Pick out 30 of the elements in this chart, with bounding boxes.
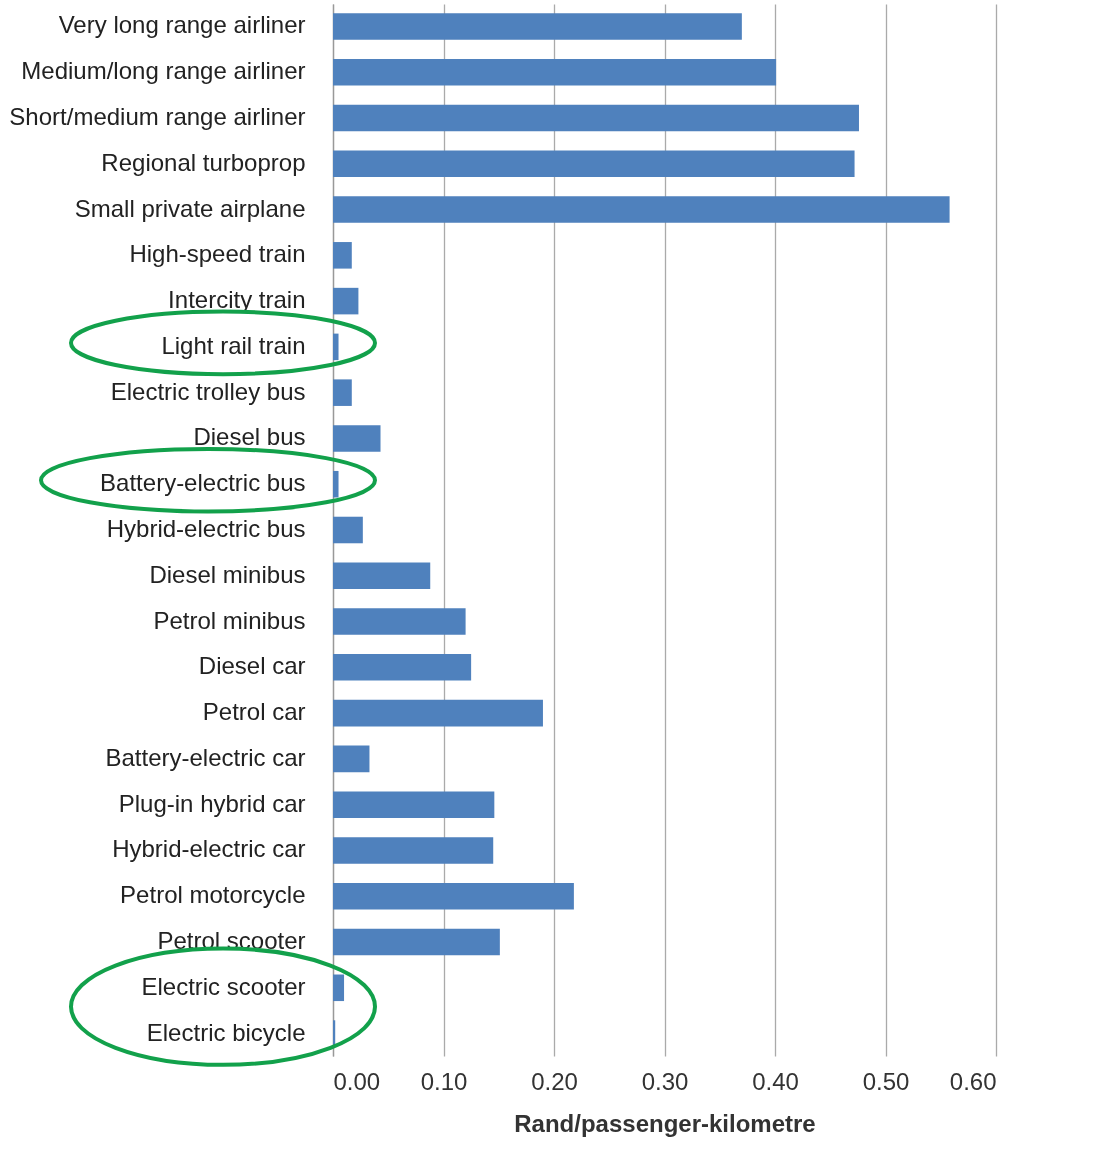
x-tick-label: 0.30 bbox=[641, 1067, 689, 1095]
y-tick-label: Petrol minibus bbox=[153, 606, 306, 634]
y-tick-label: Regional turboprop bbox=[101, 148, 306, 176]
y-tick-label: Petrol car bbox=[202, 698, 306, 726]
x-axis-title: Rand/passenger-kilometre bbox=[514, 1109, 816, 1137]
x-tick-label: 0.50 bbox=[862, 1067, 910, 1095]
y-tick-label: Petrol motorcycle bbox=[120, 881, 306, 909]
y-tick-label: Hybrid-electric car bbox=[112, 835, 306, 863]
y-tick-label: Intercity train bbox=[168, 286, 306, 314]
y-tick-label: Light rail train bbox=[161, 331, 306, 359]
y-tick-label: Battery-electric car bbox=[105, 743, 306, 771]
y-tick-label: Very long range airliner bbox=[58, 11, 306, 39]
x-tick-label: 0.10 bbox=[420, 1067, 468, 1095]
y-tick-label: Diesel minibus bbox=[149, 560, 306, 588]
x-tick-label: 0.60 bbox=[949, 1067, 997, 1095]
y-tick-label: Electric bicycle bbox=[146, 1018, 306, 1046]
y-tick-label: Battery-electric bus bbox=[100, 469, 306, 497]
y-tick-label: Diesel car bbox=[198, 652, 306, 680]
y-tick-label: Electric scooter bbox=[141, 972, 306, 1000]
y-tick-label: Small private airplane bbox=[74, 194, 306, 222]
y-tick-label: Plug-in hybrid car bbox=[118, 789, 306, 817]
y-tick-label: High-speed train bbox=[129, 240, 306, 268]
y-tick-label: Medium/long range airliner bbox=[21, 57, 306, 85]
y-tick-label: Diesel bus bbox=[193, 423, 306, 451]
x-tick-label: 0.20 bbox=[531, 1067, 578, 1095]
x-tick-label: 0.00 bbox=[333, 1067, 381, 1095]
y-tick-label: Electric trolley bus bbox=[110, 377, 306, 405]
y-tick-label: Short/medium range airliner bbox=[9, 102, 306, 130]
x-tick-label: 0.40 bbox=[752, 1067, 799, 1095]
y-tick-label: Hybrid-electric bus bbox=[106, 515, 306, 542]
